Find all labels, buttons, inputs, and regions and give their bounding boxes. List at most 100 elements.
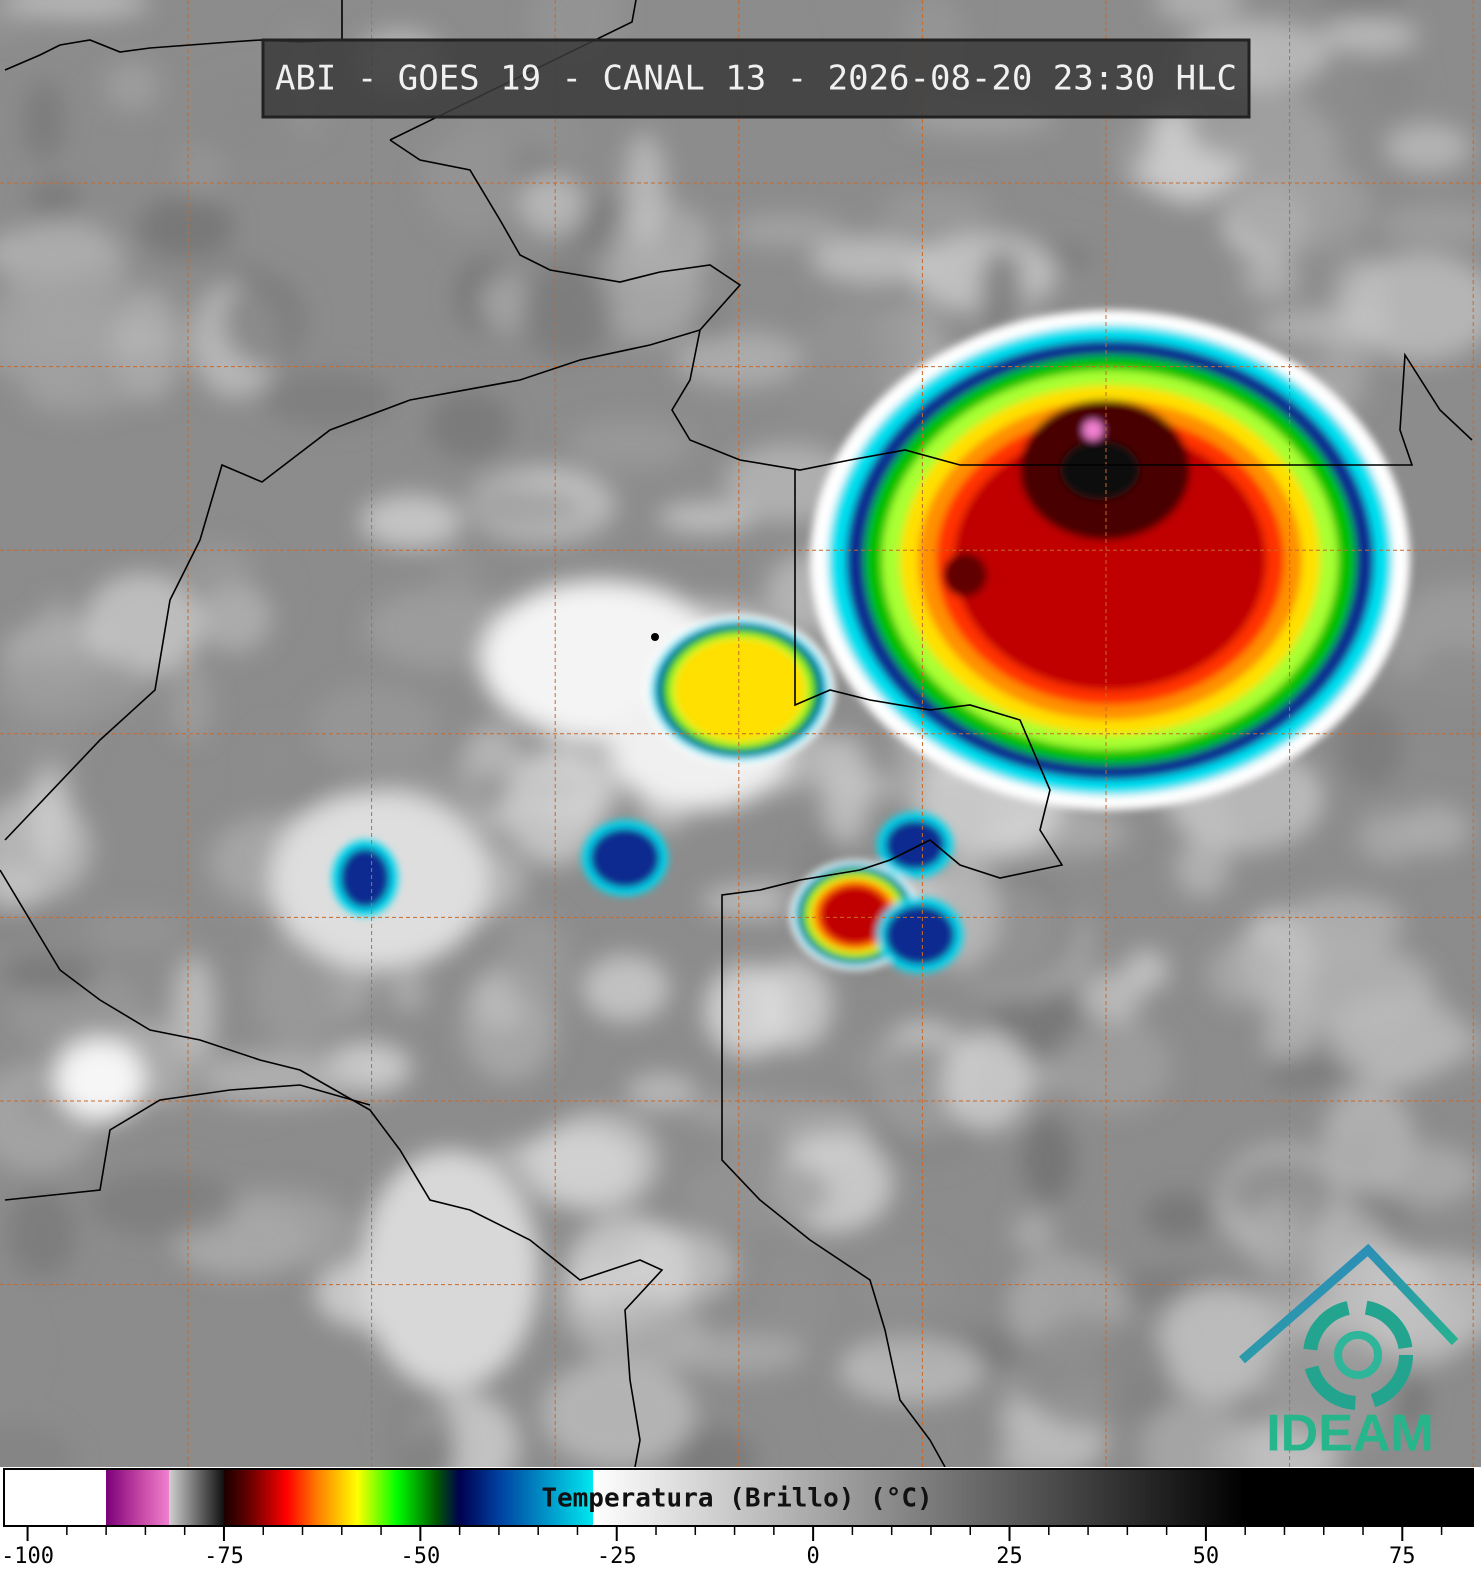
- cloud: [593, 243, 703, 342]
- cloud: [880, 190, 993, 233]
- cloud: [364, 588, 518, 669]
- logo-swirl: [1303, 1300, 1413, 1410]
- border: [0, 869, 664, 1467]
- cloud: [504, 747, 605, 866]
- cloud: [5, 0, 150, 20]
- cloud: [582, 954, 670, 1023]
- cloud: [500, 912, 570, 1008]
- cloud: [1080, 971, 1142, 1027]
- cloud: [1017, 1317, 1173, 1431]
- cloud: [1144, 1192, 1213, 1240]
- cloud: [1206, 939, 1285, 1008]
- cloud: [177, 144, 224, 200]
- cloud: [664, 1331, 806, 1375]
- cold-spot: [943, 553, 987, 597]
- logo-text: IDEAM: [1266, 1405, 1434, 1463]
- cloud: [252, 930, 347, 1050]
- cloud: [1229, 159, 1373, 254]
- colorbar-axis: -100 -75 -50 -25 0 25 50 75: [1, 1527, 1443, 1569]
- bright-cloud: [360, 1150, 540, 1390]
- title-box: ABI - GOES 19 - CANAL 13 - 2026-08-20 23…: [261, 38, 1251, 119]
- tick-label: -50: [400, 1544, 440, 1569]
- overshoot: [1083, 420, 1103, 440]
- cloud: [38, 598, 79, 665]
- cloud: [1357, 811, 1422, 864]
- cloud: [104, 60, 160, 111]
- cloud: [253, 727, 296, 828]
- cloud: [1371, 1144, 1480, 1206]
- cloud: [673, 330, 807, 388]
- cloud: [28, 180, 82, 219]
- cloud: [427, 390, 513, 460]
- logo-swirl-inner: [1334, 1331, 1382, 1379]
- cloud: [1327, 990, 1466, 1084]
- logo-roof: [1239, 1243, 1459, 1364]
- border: [4, 1084, 371, 1201]
- cloud: [360, 494, 462, 549]
- cloud: [540, 1358, 696, 1467]
- title-background: [261, 38, 1251, 119]
- cloud: [625, 1072, 698, 1111]
- cloud: [1362, 55, 1423, 119]
- border: [721, 470, 1064, 1467]
- cloud: [0, 649, 149, 719]
- border: [4, 329, 701, 841]
- cloud: [1154, 0, 1243, 24]
- cloud: [3, 955, 99, 995]
- cloud: [169, 662, 212, 742]
- title: ABI - GOES 19 - CANAL 13 - 2026-08-20 23…: [275, 59, 1237, 99]
- cloud: [1054, 1019, 1172, 1113]
- cloud: [567, 419, 692, 470]
- small-cell: [340, 848, 390, 908]
- storm-core: [1060, 440, 1140, 500]
- cloud: [942, 1031, 1031, 1131]
- cloud: [519, 175, 586, 238]
- cloud: [782, 349, 868, 432]
- cloud: [137, 195, 235, 260]
- cloud: [29, 751, 71, 867]
- cloud: [108, 287, 183, 403]
- cloud: [181, 543, 255, 588]
- cloud: [436, 547, 478, 598]
- cloud: [1370, 1283, 1473, 1367]
- cloud: [1380, 204, 1481, 246]
- cloud: [667, 1428, 757, 1467]
- cloud: [1141, 1399, 1253, 1467]
- storm-layer: [673, 637, 807, 743]
- cloud: [197, 582, 272, 653]
- tick-label: 0: [807, 1544, 820, 1569]
- tick-label: -75: [204, 1544, 244, 1569]
- cloud: [1404, 646, 1481, 752]
- cloud: [1246, 1198, 1300, 1275]
- tick-label: -100: [1, 1544, 54, 1569]
- cloud: [479, 274, 531, 331]
- small-cell: [885, 820, 945, 870]
- cloud: [728, 214, 845, 247]
- cloud: [1283, 893, 1404, 955]
- cloud: [1241, 258, 1301, 300]
- cloud: [968, 1413, 1010, 1464]
- bright-cloud: [55, 1040, 145, 1120]
- cloud: [1318, 18, 1419, 54]
- cloud: [88, 1171, 238, 1238]
- cloud: [311, 684, 441, 773]
- cloud: [1174, 837, 1231, 898]
- cloud: [387, 970, 428, 1012]
- ideam-logo: IDEAM: [1239, 1243, 1459, 1463]
- cloud: [466, 484, 583, 527]
- cloud: [517, 1125, 641, 1209]
- cloud: [753, 959, 833, 1051]
- storm-layer: [821, 886, 889, 944]
- cloud: [762, 1250, 831, 1353]
- cloud: [521, 261, 614, 361]
- cloud: [1343, 253, 1481, 362]
- tick-label: 75: [1389, 1544, 1416, 1569]
- cloud: [87, 910, 183, 950]
- cloud: [1320, 0, 1408, 18]
- cloud: [1021, 1117, 1076, 1203]
- border: [389, 139, 1473, 471]
- cloud: [385, 1386, 457, 1467]
- cloud: [978, 248, 1024, 341]
